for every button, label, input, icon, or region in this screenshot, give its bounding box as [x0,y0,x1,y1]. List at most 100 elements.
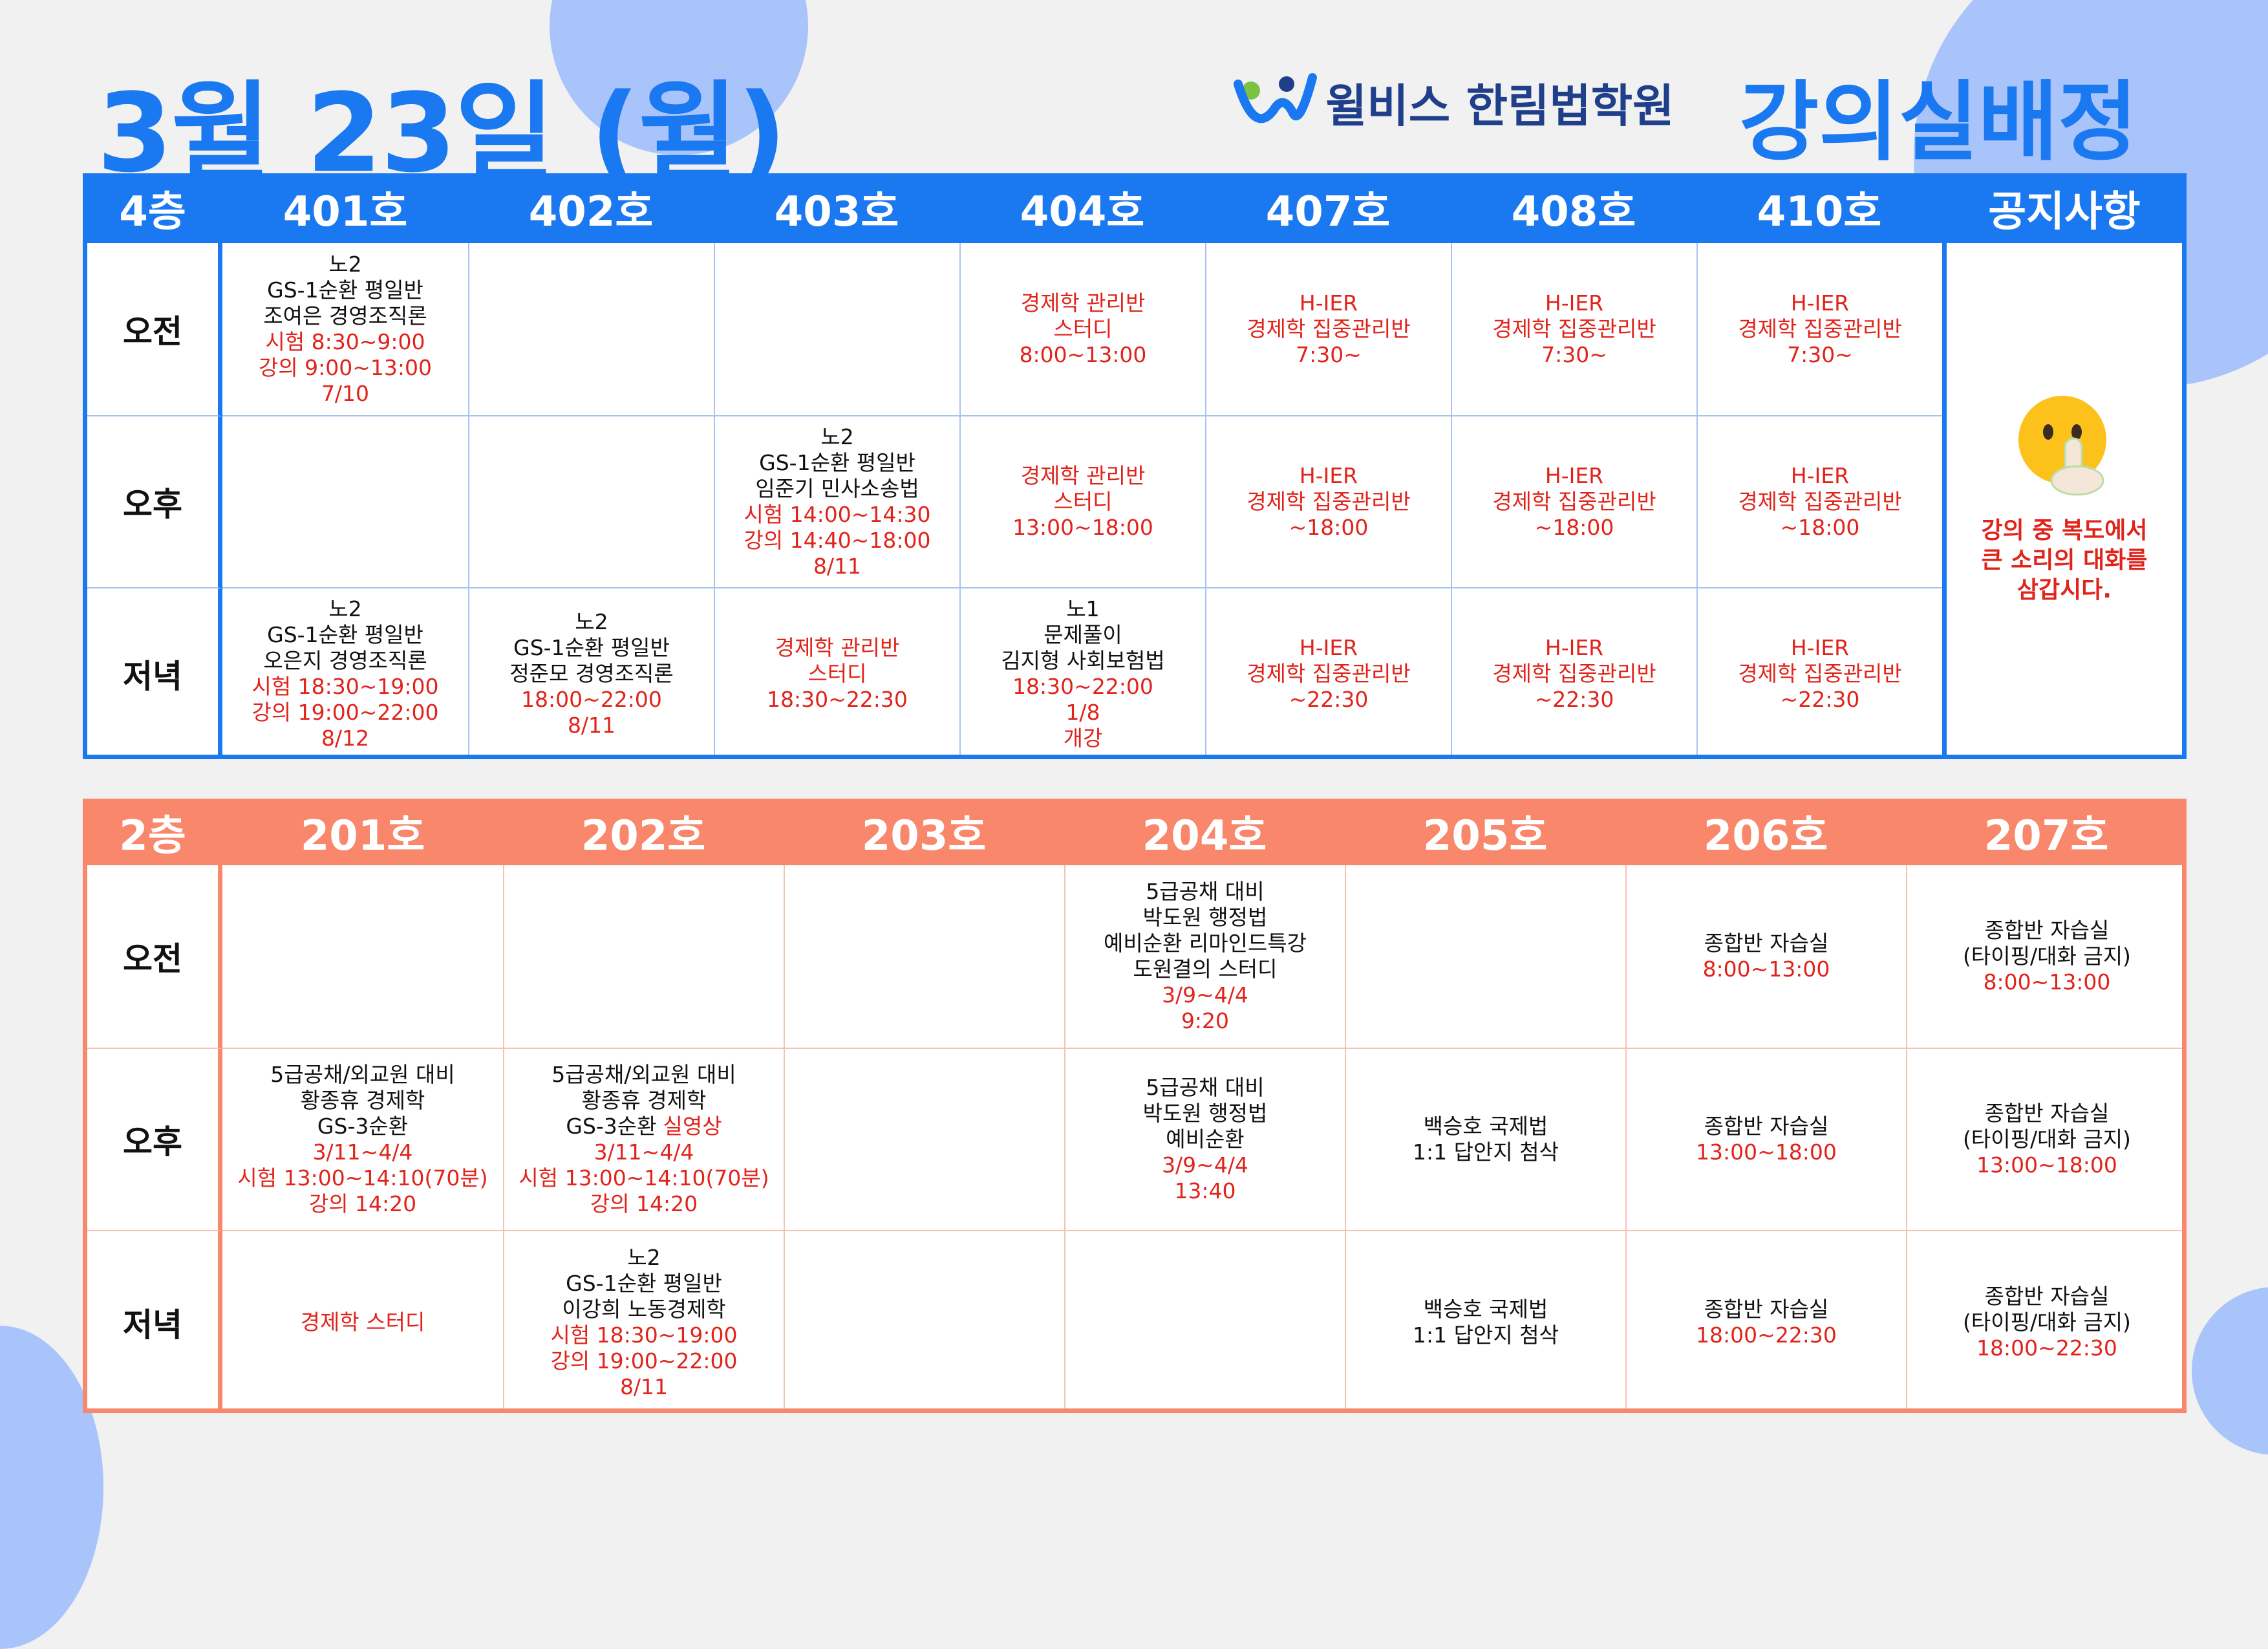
cell-line: 조여은 경영조직론 [263,303,427,329]
cell-line: 경제학 집중관리반 [1246,316,1411,341]
cell-line: 5급공채/외교원 대비 [270,1062,455,1087]
schedule-cell [714,243,959,416]
cell-line: 18:00~22:30 [1976,1335,2117,1361]
cell-line: 경제학 스터디 [300,1309,425,1335]
room-header: 204호 [1142,812,1267,860]
cell-line: 삼갑시다. [2017,576,2112,603]
cell-line: ~22:30 [1289,687,1369,712]
cell-line: 종합반 자습실 [1704,931,1829,956]
schedule-cell: 종합반 자습실 18:00~22:30 [1625,1231,1906,1413]
schedule-cell: H-IER 경제학 집중관리반 ~18:00 [1451,416,1696,588]
schedule-cell: H-IER 경제학 집중관리반 7:30~ [1696,243,1942,416]
cell-line: 1:1 답안지 첨삭 [1413,1322,1559,1348]
cell-line: GS-1순환 평일반 [267,622,423,647]
cell-line: 종합반 자습실 [1984,1283,2110,1309]
cell-line: 종합반 자습실 [1704,1296,1829,1322]
cell-line: 이강희 노동경제학 [562,1296,726,1322]
cell-line: 황종휴 경제학 [581,1088,707,1113]
cell-line: GS-1순환 평일반 [566,1270,722,1296]
cell-line: H-IER [1299,290,1358,316]
cell-line: 13:00~18:00 [1696,1139,1837,1165]
room-header: 410호 [1757,188,1882,236]
cell-line: 노2 [575,609,608,634]
schedule-cell [784,1231,1064,1413]
cell-line: 정준모 경영조직론 [509,661,674,686]
cell-line: 경제학 관리반 [775,635,900,660]
cell-line: ~18:00 [1534,515,1614,540]
cell-line: 8:00~13:00 [1702,956,1830,982]
room-header: 201호 [300,812,425,860]
cell-line: 박도원 행정법 [1142,905,1268,930]
cell-line: ~18:00 [1780,515,1860,540]
schedule-cell: 노2 GS-1순환 평일반 오은지 경영조직론 시험 18:30~19:00 강의 19… [222,588,468,759]
schedule-cell: 종합반 자습실 (타이핑/대화 금지) 18:00~22:30 [1906,1231,2187,1413]
cell-line: 1/8 [1065,700,1100,725]
cell-line: 강의 9:00~13:00 [258,355,433,380]
cell-line: 시험 18:30~19:00 [550,1322,738,1348]
schedule-cell [468,243,714,416]
time-label: 저녁 [87,1231,222,1413]
cell-line: 5급공채 대비 [1146,879,1265,904]
cell-line: 8:00~13:00 [1019,342,1147,367]
cell-line: 노2 [328,596,362,621]
cell-line: 오은지 경영조직론 [263,648,427,673]
schedule-cell: 노2 GS-1순환 평일반 정준모 경영조직론 18:00~22:00 8/11 [468,588,714,759]
schedule-cell: H-IER 경제학 집중관리반 7:30~ [1205,243,1451,416]
cell-line: 경제학 집중관리반 [1492,661,1656,686]
cell-line: 예비순환 리마인드특강 [1103,931,1307,956]
schedule-cell [1064,1231,1345,1413]
schedule-cell: 경제학 관리반 스터디 8:00~13:00 [959,243,1205,416]
cell-line: 5급공채/외교원 대비 [551,1062,736,1087]
cell-line: ~22:30 [1780,687,1860,712]
floor-label: 4층 [119,188,186,236]
cell-line: (타이핑/대화 금지) [1963,1126,2131,1152]
header-row [83,799,2187,865]
cell-line: 백승호 국제법 [1423,1114,1548,1139]
schedule-cell [784,865,1064,1049]
schedule-cell: 종합반 자습실 (타이핑/대화 금지) 8:00~13:00 [1906,865,2187,1049]
cell-line: 스터디 [1053,489,1113,514]
cell-line: H-IER [1545,290,1604,316]
decor-circle [2192,1287,2268,1455]
cell-line: H-IER [1790,463,1850,488]
schedule-cell: 백승호 국제법 1:1 답안지 첨삭 [1345,1049,1625,1231]
cell-line: 경제학 관리반 [1020,463,1146,488]
cell-line: 강의 19:00~22:00 [251,700,439,725]
cell-line: 경제학 집중관리반 [1246,661,1411,686]
cell-line: 김지형 사회보험법 [1001,648,1165,673]
page-heading: 강의실배정 [1739,72,2138,173]
cell-line: 7/10 [321,381,370,406]
cell-line: 임준기 민사소송법 [755,476,919,501]
cell-line: 18:00~22:00 [521,687,662,712]
cell-line: 경제학 집중관리반 [1738,489,1902,514]
cell-line: 개강 [1063,726,1103,751]
time-label: 오후 [87,1049,222,1231]
cell-line: 1:1 답안지 첨삭 [1413,1139,1559,1165]
cell-line: 경제학 집중관리반 [1738,661,1902,686]
schedule-cell: 노2 GS-1순환 평일반 이강희 노동경제학 시험 18:30~19:00 강의 19… [503,1231,784,1413]
schedule-cell [222,865,503,1049]
cell-line: 13:00~18:00 [1976,1152,2117,1178]
cell-line: GS-3순환 [317,1114,409,1139]
cell-line: 문제풀이 [1043,622,1122,647]
room-header: 403호 [774,188,899,236]
cell-line: 강의 14:40~18:00 [744,528,931,553]
cell-line: 시험 18:30~19:00 [251,674,439,699]
cell-line: 7:30~ [1787,342,1853,367]
schedule-cell [222,416,468,588]
cell-line: 노2 [627,1244,661,1270]
schedule-cell: H-IER 경제학 집중관리반 7:30~ [1451,243,1696,416]
cell-line: H-IER [1545,635,1604,660]
room-header: 408호 [1511,188,1636,236]
cell-line: H-IER [1545,463,1604,488]
cell-line: 백승호 국제법 [1423,1296,1548,1322]
cell-line: 3/11~4/4 [312,1139,413,1165]
brand-logo [1234,73,1317,124]
time-label: 오전 [87,243,222,416]
schedule-cell: 종합반 자습실 13:00~18:00 [1625,1049,1906,1231]
cell-line: 3/9~4/4 [1162,1152,1248,1178]
schedule-cell: 경제학 관리반 스터디 13:00~18:00 [959,416,1205,588]
cell-line: (타이핑/대화 금지) [1963,1309,2131,1335]
cell-line: 18:30~22:00 [1012,674,1153,699]
